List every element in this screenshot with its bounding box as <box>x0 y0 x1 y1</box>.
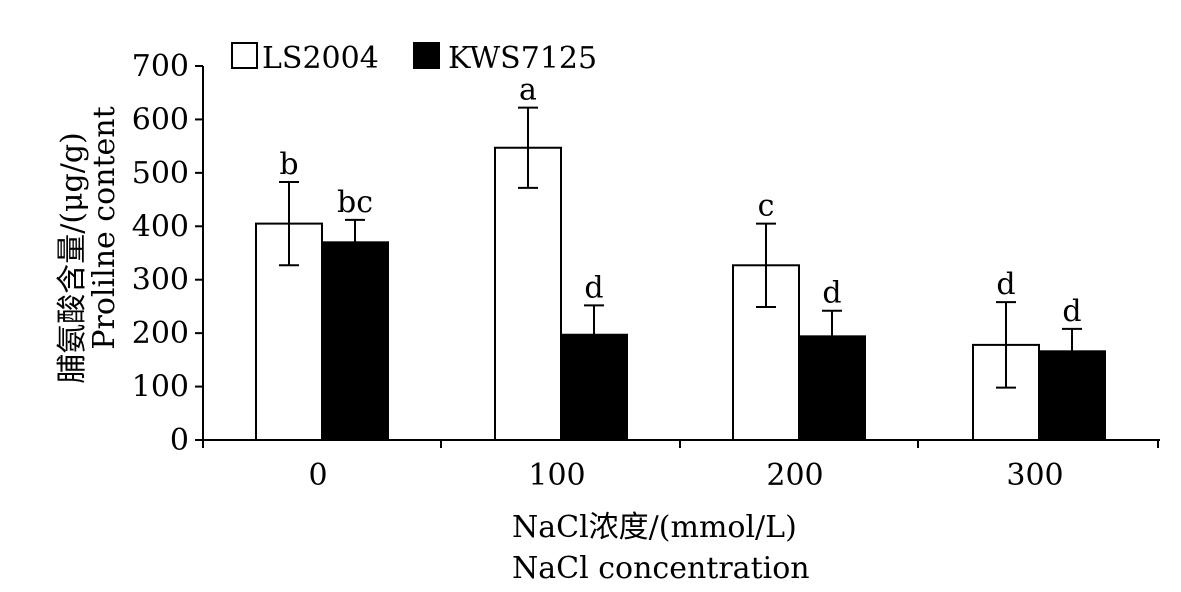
error-bar-kws7125-0 <box>345 218 365 265</box>
x-axis-title-line-2: NaCl concentration <box>512 551 810 586</box>
y-tick-label-600: 600 <box>132 102 189 137</box>
x-axis-title-line-1: NaCl浓度/(mmol/L) <box>512 510 797 545</box>
bar-ls2004-100 <box>494 146 562 441</box>
axes-layer: 0 100 200 300 400 500 600 700 0 100 200 300 <box>132 49 1160 493</box>
bars-layer <box>255 146 1106 442</box>
y-tick-label-500: 500 <box>132 156 189 191</box>
significance-label-kws7125-100: d <box>584 270 603 305</box>
significance-label-ls2004-0: b <box>279 147 298 182</box>
bar-kws7125-100 <box>560 333 628 442</box>
legend-label-ls2004: LS2004 <box>262 41 379 76</box>
x-tick-label-0: 0 <box>308 458 327 493</box>
x-axis-title: NaCl浓度/(mmol/L) NaCl concentration <box>512 510 810 586</box>
significance-label-kws7125-0: bc <box>337 185 373 220</box>
y-tick-label-700: 700 <box>132 49 189 84</box>
y-tick-label-0: 0 <box>170 423 189 458</box>
bar-kws7125-0 <box>321 241 389 441</box>
x-tick-label-100: 100 <box>528 458 585 493</box>
y-tick-label-100: 100 <box>132 370 189 405</box>
y-tick-label-400: 400 <box>132 209 189 244</box>
error-bar-kws7125-300 <box>1062 327 1082 374</box>
significance-label-kws7125-200: d <box>822 276 841 311</box>
y-axis-title-line-2: Prolilne content <box>87 106 122 349</box>
significance-labels-layer: b a c d bc d d d <box>279 73 1081 329</box>
legend-swatch-kws7125 <box>413 42 440 69</box>
error-bar-ls2004-100 <box>518 106 538 189</box>
error-bar-kws7125-100 <box>584 304 604 365</box>
error-bar-ls2004-300 <box>996 301 1016 389</box>
legend-swatch-ls2004 <box>231 42 258 69</box>
error-bars-layer <box>279 106 1082 389</box>
x-tick-label-200: 200 <box>766 458 823 493</box>
significance-label-ls2004-200: c <box>758 189 775 224</box>
y-tick-label-300: 300 <box>132 263 189 298</box>
error-bar-ls2004-0 <box>279 180 299 267</box>
x-tick-label-300: 300 <box>1006 458 1063 493</box>
error-bar-ls2004-200 <box>756 222 776 308</box>
legend: LS2004 KWS7125 <box>231 41 597 76</box>
y-axis-title-line-1: 脯氨酸含量/(μg/g) <box>55 132 90 384</box>
significance-label-kws7125-300: d <box>1062 294 1081 329</box>
y-axis-title: 脯氨酸含量/(μg/g) Prolilne content <box>55 106 122 383</box>
error-bar-kws7125-200 <box>822 309 842 362</box>
y-tick-label-200: 200 <box>132 316 189 351</box>
legend-label-kws7125: KWS7125 <box>448 41 597 76</box>
significance-label-ls2004-300: d <box>996 267 1015 302</box>
significance-label-ls2004-100: a <box>519 73 537 108</box>
